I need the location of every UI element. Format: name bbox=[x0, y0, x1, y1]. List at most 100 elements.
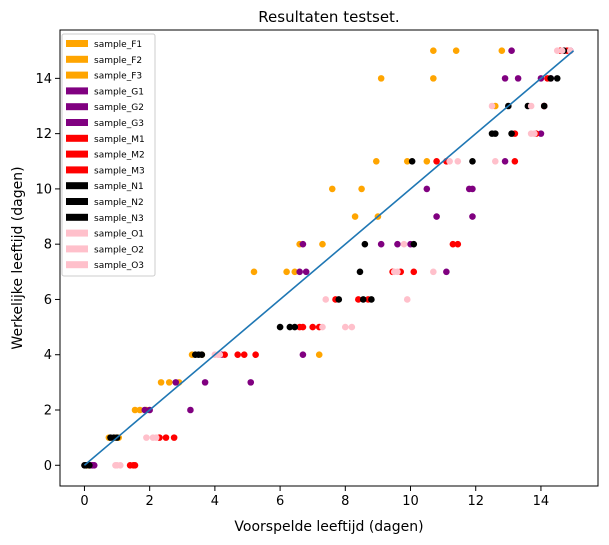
legend-label: sample_O1 bbox=[94, 230, 144, 240]
data-point bbox=[86, 461, 93, 469]
data-point bbox=[446, 157, 453, 165]
legend-swatch bbox=[66, 134, 88, 142]
data-point bbox=[141, 406, 149, 414]
data-point bbox=[359, 296, 367, 303]
data-point bbox=[131, 461, 139, 469]
plot-area: 0 2 4 6 8 10 12 14 0 2 4 6 8 10 12 14 bbox=[35, 29, 599, 509]
data-point bbox=[410, 240, 418, 248]
legend-label: sample_N2 bbox=[94, 198, 144, 208]
data-point bbox=[187, 406, 194, 414]
data-point bbox=[296, 268, 303, 276]
data-point bbox=[452, 47, 460, 55]
data-point bbox=[491, 130, 499, 137]
series-sample_M3 bbox=[131, 47, 564, 469]
legend-label: sample_F3 bbox=[94, 72, 142, 82]
data-point bbox=[547, 75, 555, 82]
y-tick-label: 12 bbox=[35, 127, 52, 142]
data-point bbox=[131, 406, 139, 414]
data-point bbox=[553, 75, 561, 82]
x-tick-label: 8 bbox=[341, 494, 349, 509]
legend-label: sample_M1 bbox=[94, 135, 145, 145]
data-point bbox=[498, 47, 506, 55]
data-point bbox=[488, 102, 496, 110]
data-point bbox=[508, 47, 515, 55]
data-point bbox=[136, 406, 144, 414]
data-point bbox=[410, 268, 418, 276]
y-tick-label: 10 bbox=[35, 182, 52, 197]
data-point bbox=[394, 268, 401, 276]
chart-title: Resultaten testset. bbox=[258, 8, 399, 26]
data-point bbox=[152, 434, 160, 441]
legend-swatch bbox=[66, 71, 88, 79]
legend-label: sample_G1 bbox=[94, 87, 144, 97]
data-point bbox=[348, 323, 356, 331]
legend-swatch bbox=[66, 40, 88, 47]
y-tick-label: 14 bbox=[35, 72, 52, 87]
data-point bbox=[328, 185, 336, 193]
x-tick-label: 4 bbox=[211, 494, 219, 509]
legend: sample_F1 sample_F2 sample_F3 sample_G1samp… bbox=[61, 33, 156, 277]
legend-swatch bbox=[66, 87, 88, 95]
y-axis-label: Werkelijke leeftijd (dagen) bbox=[10, 166, 26, 349]
y-tick-label: 0 bbox=[44, 459, 52, 474]
data-point bbox=[291, 323, 299, 331]
data-point bbox=[454, 157, 462, 165]
data-point bbox=[291, 268, 299, 276]
series-sample_O1 bbox=[113, 47, 561, 469]
data-point bbox=[465, 185, 473, 193]
data-point bbox=[408, 157, 416, 165]
data-point bbox=[117, 461, 124, 469]
data-point bbox=[157, 379, 165, 386]
series-sample_N2 bbox=[82, 47, 568, 469]
data-point bbox=[309, 323, 316, 331]
y-tick-label: 8 bbox=[44, 238, 52, 253]
legend-swatch bbox=[66, 103, 88, 111]
data-point bbox=[531, 130, 538, 137]
data-point bbox=[372, 157, 380, 165]
data-point bbox=[356, 268, 364, 276]
data-point bbox=[514, 75, 522, 82]
data-point bbox=[247, 379, 255, 386]
data-point bbox=[315, 351, 323, 359]
data-point bbox=[403, 157, 411, 165]
legend-label: sample_N1 bbox=[94, 182, 144, 192]
data-point bbox=[319, 240, 326, 248]
series-sample_G2 bbox=[87, 75, 548, 469]
data-point bbox=[162, 434, 170, 441]
data-point bbox=[553, 47, 561, 55]
reference-line bbox=[83, 50, 575, 466]
data-point bbox=[449, 240, 457, 248]
data-point bbox=[112, 461, 119, 469]
data-point bbox=[283, 268, 290, 276]
y-tick-label: 2 bbox=[44, 404, 52, 419]
data-point bbox=[433, 157, 440, 165]
legend-label: sample_M3 bbox=[94, 166, 145, 176]
legend-swatch bbox=[66, 229, 88, 237]
x-tick-label: 10 bbox=[402, 494, 419, 509]
plot-frame bbox=[59, 29, 599, 487]
data-point bbox=[216, 351, 224, 359]
data-point bbox=[252, 351, 259, 359]
data-point bbox=[377, 240, 385, 248]
data-point bbox=[368, 296, 375, 303]
data-point bbox=[170, 434, 178, 441]
data-point bbox=[430, 268, 437, 276]
y-tick-label: 6 bbox=[44, 293, 52, 308]
legend-label: sample_G3 bbox=[94, 119, 144, 129]
data-point bbox=[454, 240, 462, 248]
data-point bbox=[299, 351, 307, 359]
data-point bbox=[240, 351, 248, 359]
data-point bbox=[319, 323, 326, 331]
data-point bbox=[508, 130, 515, 137]
legend-swatch bbox=[66, 166, 88, 174]
data-point bbox=[527, 102, 535, 110]
data-point bbox=[302, 268, 310, 276]
data-point bbox=[126, 461, 134, 469]
legend-label: sample_O2 bbox=[94, 245, 144, 255]
x-tick-label: 14 bbox=[533, 494, 550, 509]
data-point bbox=[558, 47, 566, 55]
legend-swatch bbox=[66, 198, 88, 205]
data-point bbox=[355, 296, 362, 303]
data-point bbox=[195, 351, 202, 359]
